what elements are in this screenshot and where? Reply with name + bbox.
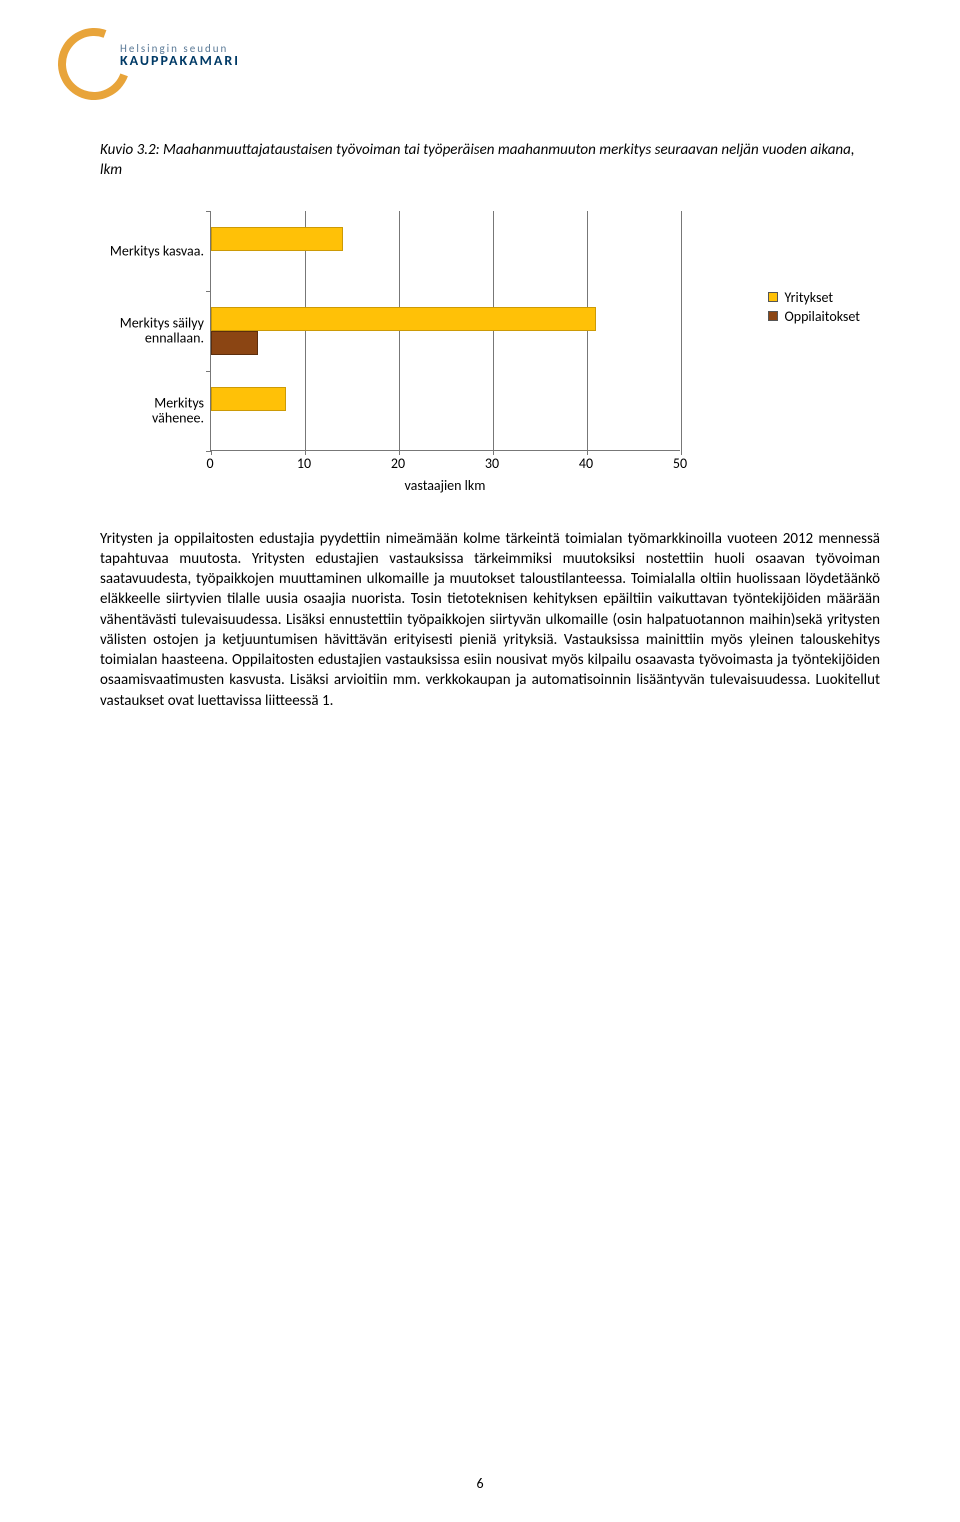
logo-text: Helsingin seudun KAUPPAKAMARI — [120, 43, 240, 69]
logo-line2: KAUPPAKAMARI — [120, 54, 240, 69]
x-tick-label: 50 — [673, 455, 687, 472]
x-tick-label: 30 — [485, 455, 499, 472]
swatch-icon — [768, 292, 778, 302]
x-tick-label: 10 — [297, 455, 311, 472]
x-tick-label: 0 — [206, 455, 213, 472]
legend-label: Yritykset — [784, 289, 833, 306]
bar-yritykset — [211, 307, 596, 331]
figure-title: Kuvio 3.2: Maahanmuuttajataustaisen työv… — [100, 140, 880, 181]
body-paragraph: Yritysten ja oppilaitosten edustajia pyy… — [100, 529, 880, 711]
x-axis-title: vastaajien lkm — [210, 477, 680, 494]
y-category-label: Merkitys kasvaa. — [110, 243, 204, 258]
bar-oppilaitokset — [211, 331, 258, 355]
bar-yritykset — [211, 387, 286, 411]
legend-item: Oppilaitokset — [768, 308, 860, 325]
bar-chart: Merkitys kasvaa. Merkitys säilyyennallaan… — [100, 201, 860, 501]
legend-label: Oppilaitokset — [784, 308, 860, 325]
logo: Helsingin seudun KAUPPAKAMARI — [58, 28, 240, 84]
page-number: 6 — [0, 1475, 960, 1492]
x-tick-label: 20 — [391, 455, 405, 472]
swatch-icon — [768, 311, 778, 321]
x-tick-label: 40 — [579, 455, 593, 472]
legend-item: Yritykset — [768, 289, 860, 306]
bar-yritykset — [211, 227, 343, 251]
y-axis-labels: Merkitys kasvaa. Merkitys säilyyennallaan… — [100, 211, 204, 451]
plot-area — [210, 211, 680, 451]
y-category-label: Merkitysvähenee. — [152, 395, 204, 426]
legend: Yritykset Oppilaitokset — [768, 287, 860, 327]
logo-arc-icon — [58, 28, 114, 84]
y-category-label: Merkitys säilyyennallaan. — [120, 315, 204, 346]
x-axis-labels: 01020304050 — [210, 455, 680, 475]
